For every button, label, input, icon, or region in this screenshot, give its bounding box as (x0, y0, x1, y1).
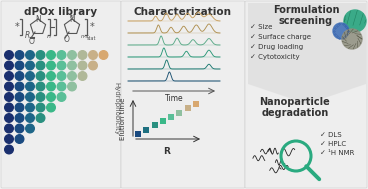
Text: stat: stat (87, 36, 96, 41)
Circle shape (89, 51, 97, 59)
Circle shape (15, 82, 24, 91)
Text: ✓ Cytotoxicity: ✓ Cytotoxicity (250, 54, 300, 60)
Text: ✓ DLS: ✓ DLS (320, 132, 342, 138)
Circle shape (5, 103, 13, 112)
Circle shape (5, 145, 13, 154)
Circle shape (47, 93, 55, 101)
Circle shape (15, 114, 24, 122)
Circle shape (57, 61, 66, 70)
Text: ✓ ¹H NMR: ✓ ¹H NMR (320, 150, 354, 156)
Circle shape (15, 72, 24, 80)
Circle shape (47, 51, 55, 59)
Bar (152, 122, 158, 129)
Bar (135, 131, 141, 137)
FancyBboxPatch shape (245, 1, 367, 188)
Circle shape (89, 61, 97, 70)
Circle shape (47, 61, 55, 70)
Text: O: O (64, 36, 70, 44)
Circle shape (15, 103, 24, 112)
Text: N: N (35, 15, 41, 25)
Circle shape (36, 61, 45, 70)
Circle shape (78, 72, 87, 80)
Circle shape (26, 93, 34, 101)
Circle shape (26, 72, 34, 80)
Circle shape (99, 51, 108, 59)
Circle shape (15, 61, 24, 70)
Circle shape (57, 51, 66, 59)
Circle shape (36, 82, 45, 91)
Circle shape (47, 103, 55, 112)
Text: Nanoparticle
degradation: Nanoparticle degradation (260, 97, 330, 118)
Circle shape (68, 72, 76, 80)
Circle shape (15, 135, 24, 143)
Circle shape (15, 124, 24, 133)
Circle shape (78, 61, 87, 70)
Text: Formulation
screening: Formulation screening (273, 5, 339, 26)
FancyBboxPatch shape (1, 1, 121, 188)
Circle shape (47, 82, 55, 91)
Circle shape (5, 114, 13, 122)
Circle shape (333, 23, 349, 39)
Circle shape (344, 10, 366, 32)
Text: N: N (69, 15, 75, 25)
Text: O: O (29, 36, 35, 46)
Text: ✓ Drug loading: ✓ Drug loading (250, 44, 303, 50)
Text: dPOx library: dPOx library (24, 7, 98, 17)
Text: R: R (24, 32, 30, 40)
Circle shape (78, 51, 87, 59)
Circle shape (5, 124, 13, 133)
Circle shape (36, 114, 45, 122)
Text: ✓ Surface charge: ✓ Surface charge (250, 34, 311, 40)
Text: ✓ HPLC: ✓ HPLC (320, 141, 346, 147)
Circle shape (57, 93, 66, 101)
Circle shape (5, 82, 13, 91)
Circle shape (68, 82, 76, 91)
Text: Characterization: Characterization (134, 7, 232, 17)
Circle shape (36, 93, 45, 101)
Circle shape (5, 51, 13, 59)
Text: *: * (90, 22, 95, 32)
Bar (176, 110, 183, 115)
Text: ✓ Size: ✓ Size (250, 24, 272, 30)
Circle shape (26, 82, 34, 91)
Circle shape (342, 29, 362, 49)
Circle shape (68, 51, 76, 59)
Bar (193, 101, 199, 107)
Text: R: R (163, 147, 170, 156)
Text: H: H (70, 13, 74, 19)
Bar (143, 127, 149, 133)
Text: Time: Time (165, 94, 183, 103)
Circle shape (5, 135, 13, 143)
Text: n-x: n-x (81, 33, 90, 39)
Circle shape (26, 114, 34, 122)
Circle shape (15, 93, 24, 101)
Polygon shape (248, 3, 366, 104)
Circle shape (36, 72, 45, 80)
Text: *: * (15, 22, 20, 32)
Text: Elution time: Elution time (120, 98, 126, 140)
Circle shape (36, 103, 45, 112)
Circle shape (5, 93, 13, 101)
FancyBboxPatch shape (121, 1, 245, 188)
Text: n: n (47, 33, 51, 39)
Circle shape (26, 124, 34, 133)
Circle shape (47, 72, 55, 80)
Circle shape (68, 61, 76, 70)
Circle shape (15, 51, 24, 59)
Bar (185, 105, 191, 111)
Circle shape (26, 61, 34, 70)
Bar (160, 118, 166, 124)
Bar (168, 114, 174, 120)
Circle shape (26, 51, 34, 59)
Text: Hydrophobicity: Hydrophobicity (113, 83, 119, 136)
Circle shape (57, 72, 66, 80)
Circle shape (57, 82, 66, 91)
Circle shape (36, 51, 45, 59)
Circle shape (26, 103, 34, 112)
Circle shape (5, 61, 13, 70)
Circle shape (5, 72, 13, 80)
